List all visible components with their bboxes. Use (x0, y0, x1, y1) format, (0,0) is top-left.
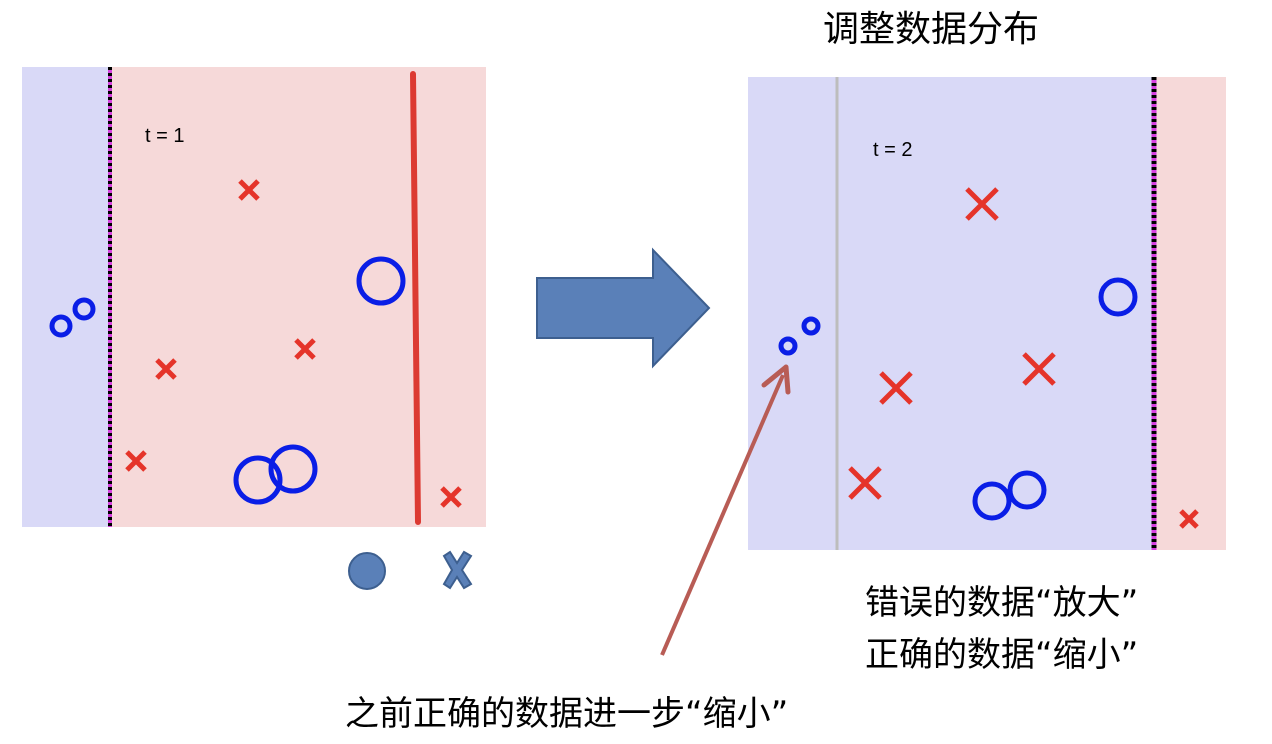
big-right-arrow-icon (536, 247, 711, 369)
circle-marker (1098, 277, 1138, 317)
circle-class-icon (348, 552, 386, 590)
pink-region (109, 67, 486, 527)
annotation-right-shrunk: 正确的数据“缩小” (865, 635, 1139, 675)
left-panel: t = 1 (22, 67, 486, 527)
circle-markers (49, 256, 406, 505)
cross-marker (965, 187, 999, 221)
annotation-previous-right-shrunk: 之前正确的数据进一步“缩小” (345, 694, 789, 734)
cross-marker (848, 466, 882, 500)
cross-marker (294, 338, 316, 360)
cross-marker (155, 358, 177, 380)
iteration-label: t = 1 (145, 125, 184, 147)
pointer-arrow-icon (660, 364, 791, 656)
cross-marker (1179, 509, 1199, 529)
circle-marker (778, 336, 798, 356)
cross-class-icon (442, 550, 473, 590)
circle-marker (72, 297, 96, 321)
cross-markers (125, 179, 462, 508)
cross-marker (1022, 352, 1056, 386)
blue-region (22, 67, 109, 527)
iteration-label: t = 2 (873, 139, 912, 161)
circle-marker (49, 314, 73, 338)
annotation-wrong-enlarged: 错误的数据“放大” (865, 583, 1139, 623)
pink-region (1155, 77, 1226, 550)
circle-marker (356, 256, 406, 306)
cross-marker (879, 371, 913, 405)
cross-marker (125, 450, 147, 472)
cross-marker (440, 486, 462, 508)
weak-classifier-line (410, 71, 421, 525)
circle-marker (233, 455, 283, 505)
right-panel: t = 2 (748, 77, 1226, 550)
cross-marker (238, 179, 260, 201)
diagram-title: 调整数据分布 (823, 9, 1040, 50)
circle-marker (972, 481, 1012, 521)
cross-markers (848, 187, 1199, 529)
circle-marker (1007, 470, 1047, 510)
blue-region (748, 77, 1155, 550)
circle-marker (268, 444, 318, 494)
circle-marker (801, 316, 821, 336)
circle-markers (778, 277, 1138, 521)
